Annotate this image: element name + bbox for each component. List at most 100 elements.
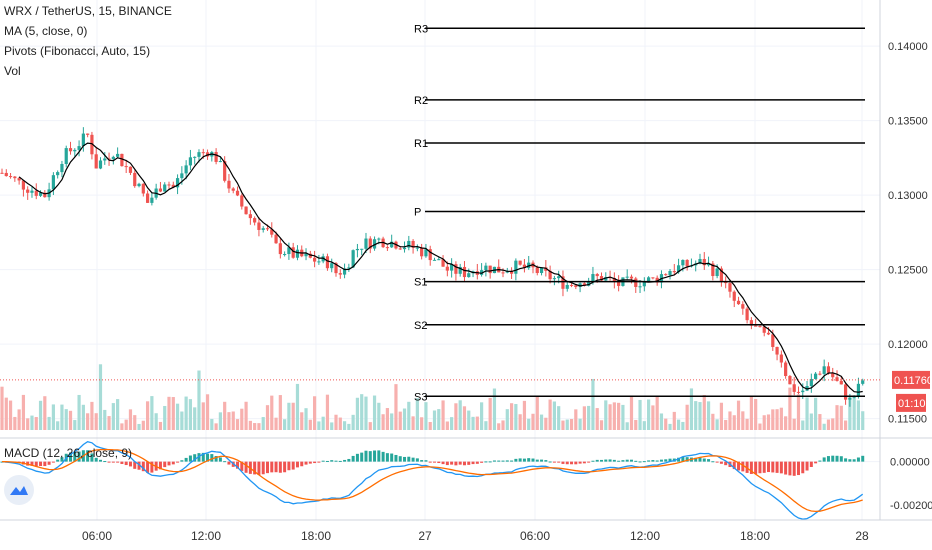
macd-histogram-bar [407,456,411,462]
volume-bar [30,415,34,430]
macd-histogram-bar [433,461,436,463]
macd-histogram-bar [141,461,145,472]
legend-ma[interactable]: MA (5, close, 0) [4,24,88,38]
candle-body [676,265,681,273]
candle-body [672,271,676,273]
macd-histogram-bar [347,458,351,462]
macd-histogram-bar [647,460,651,462]
candle-body [681,259,685,266]
candle-body [535,267,539,274]
candle-body [484,265,488,271]
volume-bar [133,415,137,430]
candle-body [651,277,655,279]
volume-bar [304,408,308,430]
legend-vol[interactable]: Vol [4,64,21,78]
volume-bar [68,410,73,430]
signal-line [1,448,863,513]
candle-body [180,173,184,179]
macd-histogram-bar [73,451,77,462]
y-tick-label: 0.12000 [888,339,928,351]
volume-bar [17,409,21,430]
macd-histogram-bar [861,455,865,462]
macd-histogram-bar [206,453,210,462]
volume-bar [437,409,441,430]
volume-bar [94,413,98,430]
macd-histogram-bar [574,461,578,465]
macd-histogram-bar [133,461,137,469]
volume-bar [167,396,171,430]
macd-histogram-bar [668,458,672,462]
macd-histogram-bar [741,461,745,472]
volume-bar [612,402,616,430]
candle-body [21,180,26,190]
volume-bar [141,420,145,430]
macd-histogram-bar [698,457,702,462]
volume-bar [788,387,792,430]
candle-body [60,163,64,173]
candle-body [437,259,441,261]
x-tick-label: 27 [418,529,432,543]
macd-histogram-bar [831,455,835,462]
legend-pivots[interactable]: Pivots (Fibonacci, Auto, 15) [4,44,151,58]
candle-body [291,247,295,258]
macd-histogram-bar [150,461,154,473]
volume-bar [368,422,372,430]
candlestick-series [0,127,865,407]
volume-bar [377,402,381,430]
candle-body [390,241,394,248]
candle-body [248,214,252,219]
candle-body [445,266,449,271]
macd-histogram-bar [488,461,492,463]
macd-histogram-bar [655,460,659,462]
candle-body [728,283,732,292]
volume-bar [244,401,248,430]
volume-bar [34,417,38,430]
candle-body [711,263,715,277]
countdown-label: 01:10 [898,398,926,410]
candle-body [141,183,145,194]
macd-histogram-bar [612,459,616,462]
volume-bar [98,364,103,430]
y-tick-label: 0.13000 [888,190,928,202]
macd-histogram-bar [227,461,231,465]
candle-body [509,271,514,274]
candle-body [467,273,471,278]
macd-histogram-bar [835,455,839,462]
candle-body [561,276,565,289]
macd-histogram-bar [180,460,184,462]
volume-bar [681,421,685,430]
macd-histogram-bar [492,460,496,462]
volume-bar [835,405,839,430]
volume-bar [779,407,783,430]
candle-body [634,278,638,287]
volume-bar [360,394,364,430]
macd-histogram-bar [548,461,552,463]
y-tick-label: 0.12500 [888,265,928,277]
volume-bar [163,405,167,430]
volume-bar [706,401,711,430]
tradingview-logo-icon[interactable] [4,475,34,505]
x-tick-label: 06:00 [82,529,112,543]
macd-histogram-bar [694,457,698,462]
macd-histogram-bar [120,461,124,464]
macd-histogram-bar [325,460,329,462]
candle-body [402,247,407,250]
volume-bar [475,416,479,430]
macd-histogram-bar [390,453,394,462]
volume-bar [73,420,77,430]
volume-bar [655,396,659,430]
volume-bar [184,396,188,430]
volume-bar [856,400,861,430]
candle-body [321,256,325,262]
volume-bar [509,403,514,430]
macd-histogram-bar [223,461,227,463]
volume-bar [334,414,338,430]
macd-histogram-bar [531,458,535,462]
macd-histogram-bar [381,451,385,462]
legend-macd[interactable]: MACD (12, 26, close, 9) [4,446,133,460]
legend-symbol[interactable]: WRX / TetherUS, 15, BINANCE [4,4,172,18]
volume-bar [158,421,163,430]
volume-bar [501,420,505,430]
volume-bar [240,408,244,430]
macd-histogram-bar [642,461,646,463]
